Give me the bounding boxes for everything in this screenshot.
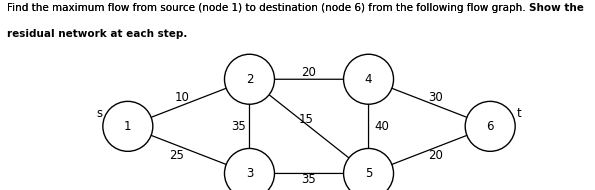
- Text: 40: 40: [374, 120, 389, 133]
- Text: 2: 2: [246, 73, 253, 86]
- Text: 30: 30: [428, 91, 443, 104]
- Ellipse shape: [343, 148, 393, 190]
- Text: 25: 25: [170, 149, 184, 162]
- Text: t: t: [516, 107, 521, 120]
- Text: 20: 20: [302, 66, 317, 79]
- Text: 3: 3: [246, 167, 253, 180]
- Text: 35: 35: [231, 120, 246, 133]
- Text: 4: 4: [365, 73, 372, 86]
- Text: Find the maximum flow from source (node 1) to destination (node 6) from the foll: Find the maximum flow from source (node …: [7, 3, 529, 13]
- Ellipse shape: [343, 54, 393, 104]
- Ellipse shape: [224, 148, 274, 190]
- Text: s: s: [96, 107, 102, 120]
- Ellipse shape: [224, 54, 274, 104]
- Ellipse shape: [103, 101, 153, 151]
- Text: 1: 1: [124, 120, 131, 133]
- Text: 20: 20: [428, 149, 443, 162]
- Text: 35: 35: [302, 173, 317, 186]
- Text: 5: 5: [365, 167, 372, 180]
- Text: 15: 15: [299, 113, 314, 127]
- Text: 6: 6: [487, 120, 494, 133]
- Text: residual network at each step.: residual network at each step.: [7, 29, 187, 40]
- Ellipse shape: [465, 101, 515, 151]
- Text: 10: 10: [175, 91, 190, 104]
- Text: Find the maximum flow from source (node 1) to destination (node 6) from the foll: Find the maximum flow from source (node …: [7, 3, 529, 13]
- Text: Show the: Show the: [529, 3, 584, 13]
